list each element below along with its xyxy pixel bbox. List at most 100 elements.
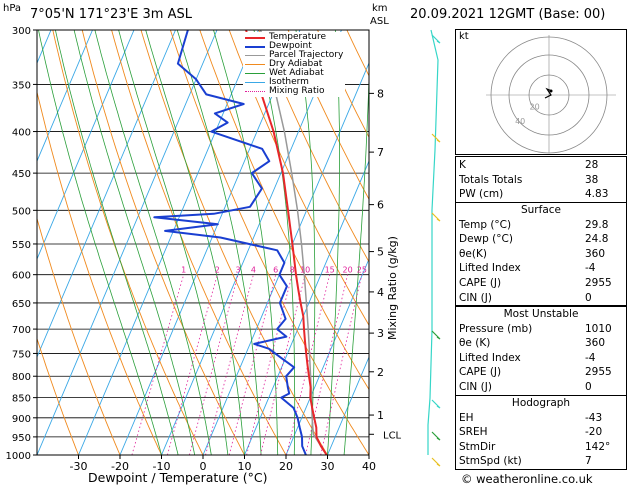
mixing-ratio-line [205, 274, 254, 455]
temperature-series-line [245, 30, 328, 455]
mixing-ratio-label: 4 [251, 266, 256, 275]
mixing-ratio-label: 25 [357, 266, 367, 275]
mixing-ratio-line [305, 274, 348, 455]
km-tick-label: 5 [377, 246, 384, 259]
hodograph-label: SREH [459, 426, 488, 439]
hodograph-ring-label: 20 [530, 102, 540, 111]
hodograph-storm-motion [549, 89, 553, 93]
datetime-title: 20.09.2021 12GMT (Base: 00) [410, 7, 606, 22]
pressure-tick-label: 300 [12, 26, 31, 37]
surface-label: Dewp (°C) [459, 233, 513, 246]
indices-panel: K 28 Totals Totals 38 PW (cm) 4.83 [455, 156, 627, 203]
legend-wet-adiabat: Wet Adiabat [245, 69, 343, 78]
pressure-tick-label: 850 [12, 394, 31, 405]
unstable-label: CIN (J) [459, 380, 492, 393]
wet-adiabat-line [176, 30, 262, 455]
wind-barb [431, 133, 441, 143]
surface-value: 0 [585, 291, 592, 304]
km-tick-label: 1 [377, 409, 384, 422]
dewpoint-series-line [153, 30, 307, 455]
hodograph-row: StmDir 142° [456, 440, 626, 455]
surface-value: -4 [585, 262, 596, 275]
surface-value: 2955 [585, 276, 612, 289]
pressure-tick-label: 800 [12, 372, 31, 383]
isotherm-line [0, 30, 10, 455]
legend-parcel: Parcel Trajectory [245, 51, 343, 60]
hodograph-table-panel: Hodograph EH -43 SREH -20 StmDir 142° StmSpd (… [455, 395, 627, 470]
hodograph-value: -20 [585, 426, 603, 439]
mixing-ratio-label: 20 [343, 266, 353, 275]
temperature-tick-label: 20 [279, 460, 293, 473]
unstable-row: CIN (J) 0 [456, 380, 626, 395]
unstable-row: Lifted Index -4 [456, 351, 626, 366]
wind-barb [431, 212, 441, 222]
dry-adiabat-line [37, 337, 79, 455]
index-row: K 28 [456, 158, 626, 173]
mixing-ratio-line [189, 274, 239, 455]
dry-adiabat-line [52, 30, 204, 455]
wet-adiabat-line [55, 30, 179, 455]
unstable-label: θe (K) [459, 337, 491, 350]
wind-barb [431, 399, 441, 409]
dry-adiabat-line [287, 30, 369, 201]
unstable-value: 1010 [585, 322, 612, 335]
hodograph-ring-label: 40 [515, 117, 525, 126]
asl-label: ASL [370, 16, 389, 27]
isotherm-line [37, 30, 218, 455]
legend-isotherm: Isotherm [245, 78, 343, 87]
km-tick-label: 7 [377, 146, 384, 159]
unstable-label: CAPE (J) [459, 366, 502, 379]
km-tick-label: 2 [377, 366, 384, 379]
mixing-ratio-label: 2 [215, 266, 220, 275]
chart-legend: Temperature Dewpoint Parcel Trajectory D… [243, 32, 346, 97]
km-tick-label: 4 [377, 286, 384, 299]
surface-row: CIN (J) 0 [456, 291, 626, 306]
index-label: K [459, 159, 466, 171]
index-value: 28 [585, 159, 599, 171]
pressure-tick-label: 550 [12, 240, 31, 251]
surface-label: θe(K) [459, 247, 487, 260]
isotherm-line [327, 355, 369, 455]
most-unstable-panel: Most Unstable Pressure (mb) 1010 θe (K) 360… [455, 306, 627, 396]
wet-adiabat-line [38, 30, 162, 455]
hodograph-value: 7 [585, 455, 592, 468]
pressure-tick-label: 450 [12, 169, 31, 180]
wind-barb [431, 34, 441, 44]
mixing-ratio-label: 15 [325, 266, 335, 275]
km-tick-label: 3 [377, 327, 384, 340]
mixing-ratio-label: 8 [290, 266, 295, 275]
km-tick-label: 6 [377, 199, 384, 212]
pressure-tick-label: 350 [12, 80, 31, 91]
mixing-ratio-line [228, 274, 277, 455]
temperature-tick-label: 0 [200, 460, 207, 473]
hodograph-label: EH [459, 411, 474, 424]
temperature-tick-label: -10 [153, 460, 171, 473]
pressure-tick-label: 700 [12, 325, 31, 336]
dry-adiabat-line [37, 90, 162, 455]
mixing-ratio-line [320, 274, 363, 455]
pressure-tick-label: 1000 [6, 451, 31, 462]
mixing-ratio-line [260, 274, 306, 455]
surface-row: Lifted Index -4 [456, 261, 626, 276]
hodograph-value: -43 [585, 411, 603, 424]
location-title: 7°05'N 171°23'E 3m ASL [30, 7, 192, 22]
index-label: Totals Totals [459, 173, 523, 186]
unstable-value: -4 [585, 351, 596, 364]
wind-profile-line [427, 29, 439, 455]
mixing-ratio-line [286, 274, 331, 455]
index-row: PW (cm) 4.83 [456, 187, 626, 202]
index-label: PW (cm) [459, 188, 504, 201]
isotherm-line [161, 30, 342, 455]
pressure-tick-label: 500 [12, 206, 31, 217]
wet-adiabat-line [343, 63, 369, 455]
hpa-label: hPa [3, 3, 22, 14]
hodograph-panel: kt 20 40 [455, 29, 627, 155]
isotherm-line [285, 257, 369, 455]
index-value: 4.83 [585, 188, 609, 201]
dry-adiabat-line [199, 30, 369, 391]
mixing-ratio-label: 3 [236, 266, 241, 275]
unstable-value: 360 [585, 337, 606, 350]
unstable-label: Pressure (mb) [459, 322, 533, 335]
pressure-tick-label: 950 [12, 433, 31, 444]
index-row: Totals Totals 38 [456, 173, 626, 188]
